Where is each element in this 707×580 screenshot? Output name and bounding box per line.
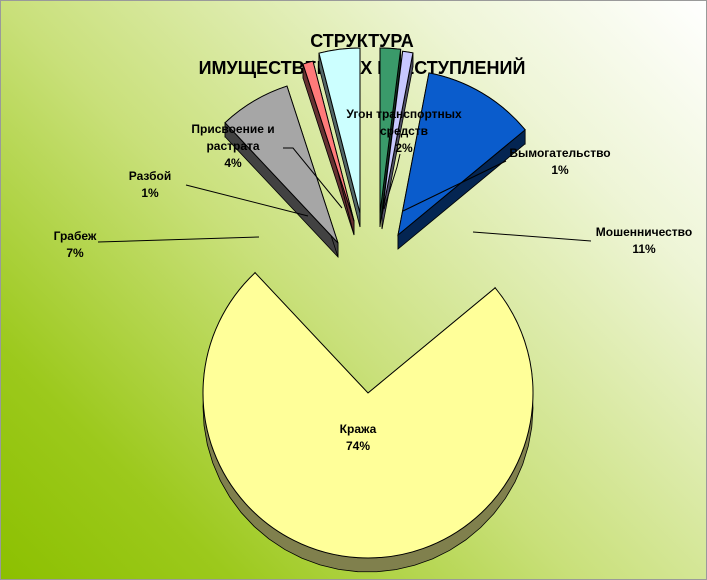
slice-percent-razboy: 1% xyxy=(141,186,159,200)
slice-label-krazha: Кража xyxy=(340,422,377,436)
pie-slice-prisv xyxy=(318,47,361,228)
pie-slice-vymog xyxy=(381,50,414,230)
slice-label-ugon: средств xyxy=(380,124,428,138)
slice-label-mosh: Мошенничество xyxy=(596,225,692,239)
slice-label-grabezh: Грабеж xyxy=(54,229,97,243)
slice-label-vymog: Вымогательство xyxy=(509,146,610,160)
leader-line-mosh xyxy=(472,231,592,242)
pie-slice-razboy xyxy=(302,60,355,236)
leader-line-prisv xyxy=(283,147,343,209)
chart-title-line-1: СТРУКТУРА xyxy=(310,31,414,51)
pie-slice-top-krazha xyxy=(202,272,534,559)
leader-line-grabezh xyxy=(97,236,260,243)
pie-slice-mosh xyxy=(397,72,526,250)
leader-line-razboy xyxy=(185,184,309,217)
pie-slice-top-mosh xyxy=(397,72,526,237)
pie-slice-top-vymog xyxy=(381,50,414,216)
slice-label-razboy: Разбой xyxy=(129,169,171,183)
pie-slice-top-prisv xyxy=(318,47,361,214)
leader-line-vymog xyxy=(402,160,507,212)
slice-percent-grabezh: 7% xyxy=(66,246,84,260)
slice-percent-ugon: 2% xyxy=(395,141,413,155)
slice-label-ugon: Угон транспортных xyxy=(346,107,462,121)
pie-slice-krazha xyxy=(202,271,534,573)
chart-title-line-2: ИМУЩЕСТВЕННЫХ ПРЕСТУПЛЕНИЙ xyxy=(199,57,526,78)
leader-line-ugon xyxy=(383,153,401,210)
slice-label-prisv: растрата xyxy=(206,139,259,153)
slice-percent-mosh: 11% xyxy=(632,242,656,256)
slice-percent-prisv: 4% xyxy=(224,156,242,170)
slice-percent-krazha: 74% xyxy=(346,439,370,453)
pie-slice-top-ugon xyxy=(379,47,402,214)
pie-slice-top-grabezh xyxy=(224,85,339,244)
slice-label-prisv: Присвоение и xyxy=(191,122,274,136)
pie-slice-top-razboy xyxy=(302,60,355,222)
slice-percent-vymog: 1% xyxy=(551,163,569,177)
